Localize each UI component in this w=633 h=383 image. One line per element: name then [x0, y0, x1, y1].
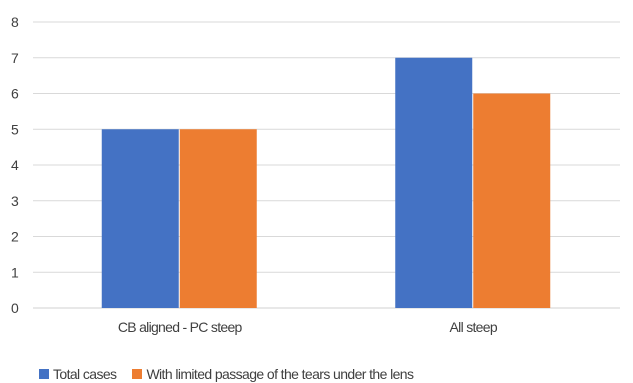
- y-tick-label: 4: [11, 157, 19, 173]
- legend-label-series-2: With limited passage of the tears under …: [146, 366, 414, 382]
- legend-swatch-series-2: [132, 369, 143, 379]
- bar-series-1: [101, 129, 179, 308]
- legend-item-series-2: With limited passage of the tears under …: [132, 366, 414, 382]
- y-tick-label: 5: [11, 121, 19, 137]
- y-tick-label: 2: [11, 229, 19, 245]
- bar-series-2: [179, 129, 257, 308]
- bar-series-1: [395, 57, 473, 308]
- y-tick-label: 7: [11, 50, 19, 66]
- y-tick-label: 6: [11, 86, 19, 102]
- x-axis-categories: CB aligned - PC steep All steep: [118, 319, 499, 335]
- x-category-label: All steep: [450, 319, 498, 335]
- x-category-label: CB aligned - PC steep: [118, 319, 243, 335]
- y-axis-ticks: 0 1 2 3 4 5 6 7 8: [11, 14, 19, 316]
- legend: Total cases With limited passage of the …: [39, 366, 429, 382]
- bar-chart: 0 1 2 3 4 5 6 7 8 CB aligned - PC steep All steep: [11, 14, 620, 335]
- y-tick-label: 8: [11, 14, 19, 30]
- bar-series-2: [473, 93, 551, 308]
- y-tick-label: 0: [11, 300, 19, 316]
- y-tick-label: 3: [11, 193, 19, 209]
- legend-swatch-series-1: [39, 369, 49, 379]
- bars: [101, 57, 551, 308]
- y-tick-label: 1: [11, 264, 19, 280]
- legend-item-series-1: Total cases: [39, 366, 117, 382]
- legend-label-series-1: Total cases: [53, 366, 117, 382]
